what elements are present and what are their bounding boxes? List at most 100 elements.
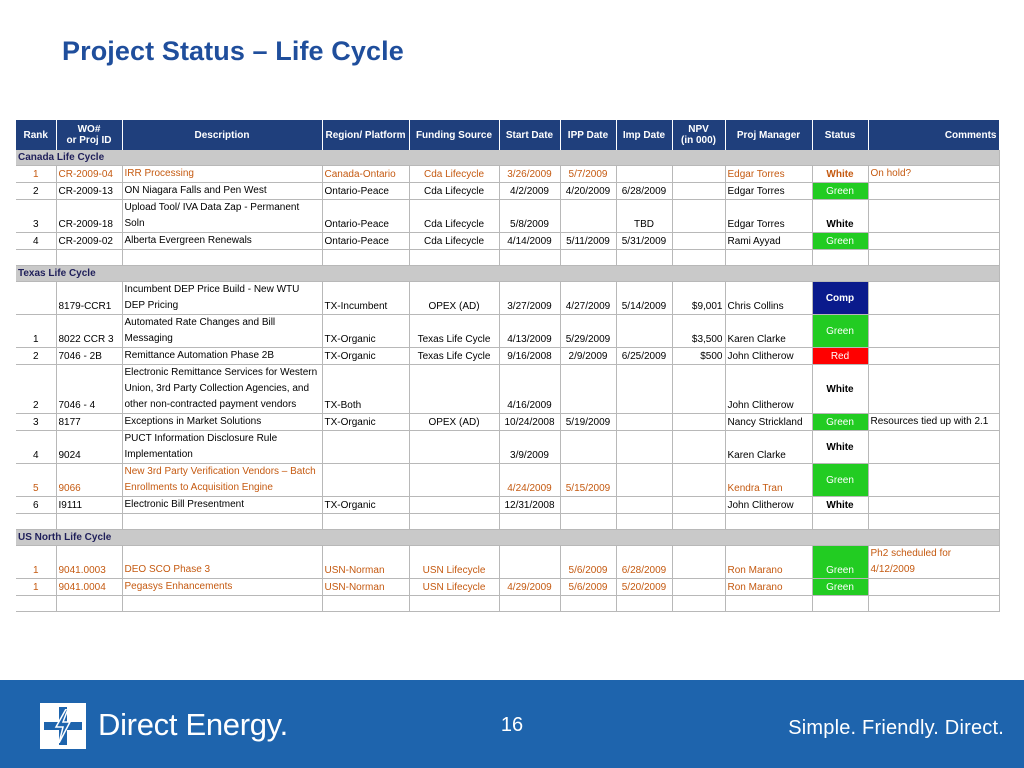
table-row: 1 9041.0003 DEO SCO Phase 3 USN-Norman USN L… (16, 545, 1000, 579)
section-row: US North Life Cycle (16, 529, 1000, 546)
table-cell (672, 545, 726, 579)
table-cell: 10/24/2008 (499, 413, 561, 431)
table-cell: 5/29/2009 (560, 314, 617, 348)
table-cell: 6/25/2009 (616, 347, 673, 365)
table-cell: 8179-CCR1 (56, 281, 123, 315)
table-cell (499, 595, 561, 612)
table-cell (322, 595, 410, 612)
table-cell: 2/9/2009 (560, 347, 617, 365)
table-cell (409, 463, 500, 497)
table-cell: Kendra Tran (725, 463, 813, 497)
table-cell (409, 513, 500, 530)
table-cell: Cda Lifecycle (409, 232, 500, 250)
table-cell: $3,500 (672, 314, 726, 348)
project-status-table-container: Rank WO# or Proj ID Description Region/ Pla… (16, 120, 1000, 612)
table-cell (616, 314, 673, 348)
table-cell: Incumbent DEP Price Build - New WTU DEP … (122, 281, 323, 315)
table-cell (122, 513, 323, 530)
table-cell: TBD (616, 199, 673, 233)
table-cell (672, 513, 726, 530)
table-cell (122, 249, 323, 266)
table-cell (672, 199, 726, 233)
table-cell: PUCT Information Disclosure Rule Impleme… (122, 430, 323, 464)
table-cell (616, 496, 673, 514)
table-cell: Edgar Torres (725, 165, 813, 183)
table-cell: 1 (16, 165, 57, 183)
table-cell (616, 413, 673, 431)
table-cell: 2 (16, 182, 57, 200)
table-cell: USN Lifecycle (409, 545, 500, 579)
direct-energy-logo-icon (40, 703, 86, 749)
table-cell: DEO SCO Phase 3 (122, 545, 323, 579)
table-cell: 1 (16, 578, 57, 596)
table-cell (812, 513, 869, 530)
table-row: 4 CR-2009-02 Alberta Evergreen Renewals Ont… (16, 232, 1000, 250)
status-badge: Green (812, 232, 869, 250)
table-cell: OPEX (AD) (409, 281, 500, 315)
table-cell (868, 513, 1000, 530)
section-label: Canada Life Cycle (16, 150, 1000, 166)
status-badge: White (812, 496, 869, 514)
table-cell: John Clitherow (725, 364, 813, 414)
table-cell (409, 496, 500, 514)
section-row: Canada Life Cycle (16, 150, 1000, 166)
table-row: 3 CR-2009-18 Upload Tool/ IVA Data Zap - P… (16, 199, 1000, 233)
status-badge: Green (812, 182, 869, 200)
table-cell: 5/8/2009 (499, 199, 561, 233)
table-cell: 5/14/2009 (616, 281, 673, 315)
table-cell: John Clitherow (725, 347, 813, 365)
table-cell (56, 513, 123, 530)
table-cell (672, 496, 726, 514)
table-cell: 1 (16, 545, 57, 579)
table-cell: TX-Both (322, 364, 410, 414)
column-header: Funding Source (409, 120, 500, 150)
table-row: 3 8177 Exceptions in Market Solutions TX-Or… (16, 413, 1000, 431)
table-row: 1 9041.0004 Pegasys Enhancements USN-Norman… (16, 578, 1000, 596)
table-cell: Ph2 scheduled for 4/12/2009 (868, 545, 1000, 579)
blank-row (16, 249, 1000, 266)
table-cell: 3 (16, 199, 57, 233)
page-number: 16 (500, 714, 524, 736)
blank-row (16, 513, 1000, 530)
table-cell: 4/13/2009 (499, 314, 561, 348)
table-cell: 2 (16, 347, 57, 365)
table-cell (616, 463, 673, 497)
table-cell: Ron Marano (725, 545, 813, 579)
column-header: Rank (16, 120, 57, 150)
column-header: Proj Manager (725, 120, 813, 150)
table-row: 4 9024 PUCT Information Disclosure Rule Im… (16, 430, 1000, 464)
table-cell (616, 513, 673, 530)
table-cell: Karen Clarke (725, 314, 813, 348)
table-cell: TX-Incumbent (322, 281, 410, 315)
table-cell (868, 182, 1000, 200)
table-cell: 9041.0004 (56, 578, 123, 596)
table-row: 5 9066 New 3rd Party Verification Vendors … (16, 463, 1000, 497)
table-cell (16, 281, 57, 315)
table-cell (560, 595, 617, 612)
table-cell (725, 513, 813, 530)
table-cell: Ontario-Peace (322, 232, 410, 250)
table-cell: Edgar Torres (725, 199, 813, 233)
table-cell: Electronic Bill Presentment (122, 496, 323, 514)
table-cell: Chris Collins (725, 281, 813, 315)
table-cell (499, 545, 561, 579)
blank-row (16, 595, 1000, 612)
table-cell: TX-Organic (322, 314, 410, 348)
table-cell: 5/31/2009 (616, 232, 673, 250)
table-cell: CR-2009-02 (56, 232, 123, 250)
status-badge: Green (812, 578, 869, 596)
table-cell (560, 249, 617, 266)
table-cell: TX-Organic (322, 413, 410, 431)
table-cell (812, 249, 869, 266)
table-cell: 4 (16, 430, 57, 464)
table-cell (672, 413, 726, 431)
table-cell: 12/31/2008 (499, 496, 561, 514)
column-header: Region/ Platform (322, 120, 410, 150)
table-cell: 9024 (56, 430, 123, 464)
status-badge: Green (812, 314, 869, 348)
table-cell (672, 463, 726, 497)
table-cell: I9111 (56, 496, 123, 514)
column-header: Description (122, 120, 323, 150)
table-cell: Automated Rate Changes and Bill Messagin… (122, 314, 323, 348)
column-header: NPV (in 000) (672, 120, 726, 150)
